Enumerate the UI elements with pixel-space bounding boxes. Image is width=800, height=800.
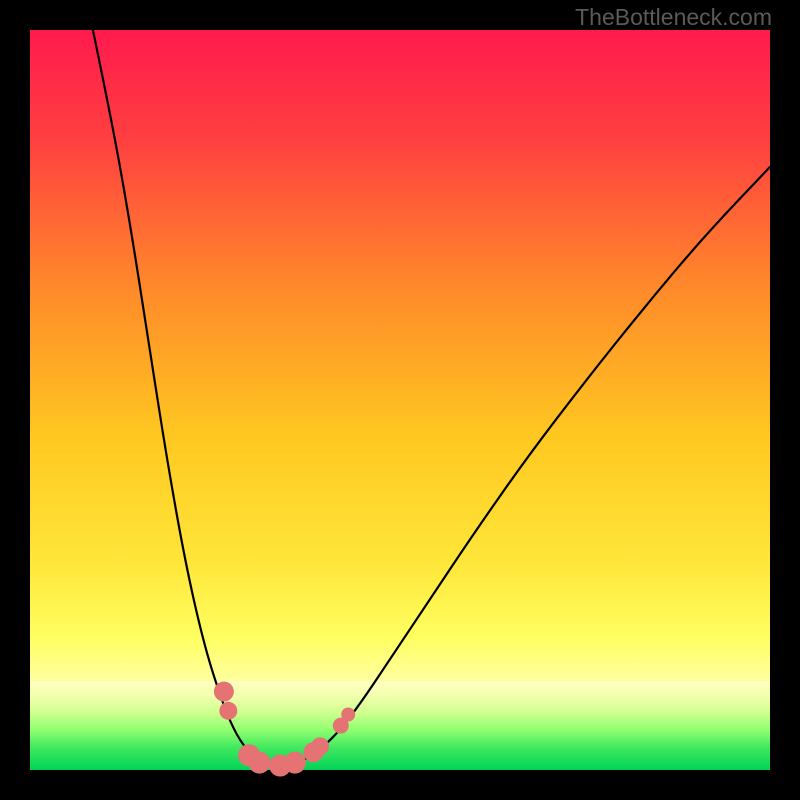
data-dot: [214, 682, 234, 702]
curve-right-branch: [273, 167, 770, 767]
data-dot: [219, 702, 237, 720]
chart-curves-layer: [30, 30, 770, 770]
data-dot: [248, 752, 270, 774]
curve-left-branch: [93, 30, 273, 767]
chart-plot-area: [30, 30, 770, 770]
watermark-text: TheBottleneck.com: [575, 4, 772, 31]
data-dot: [341, 708, 355, 722]
data-dot: [284, 752, 306, 774]
data-dot: [311, 737, 329, 755]
